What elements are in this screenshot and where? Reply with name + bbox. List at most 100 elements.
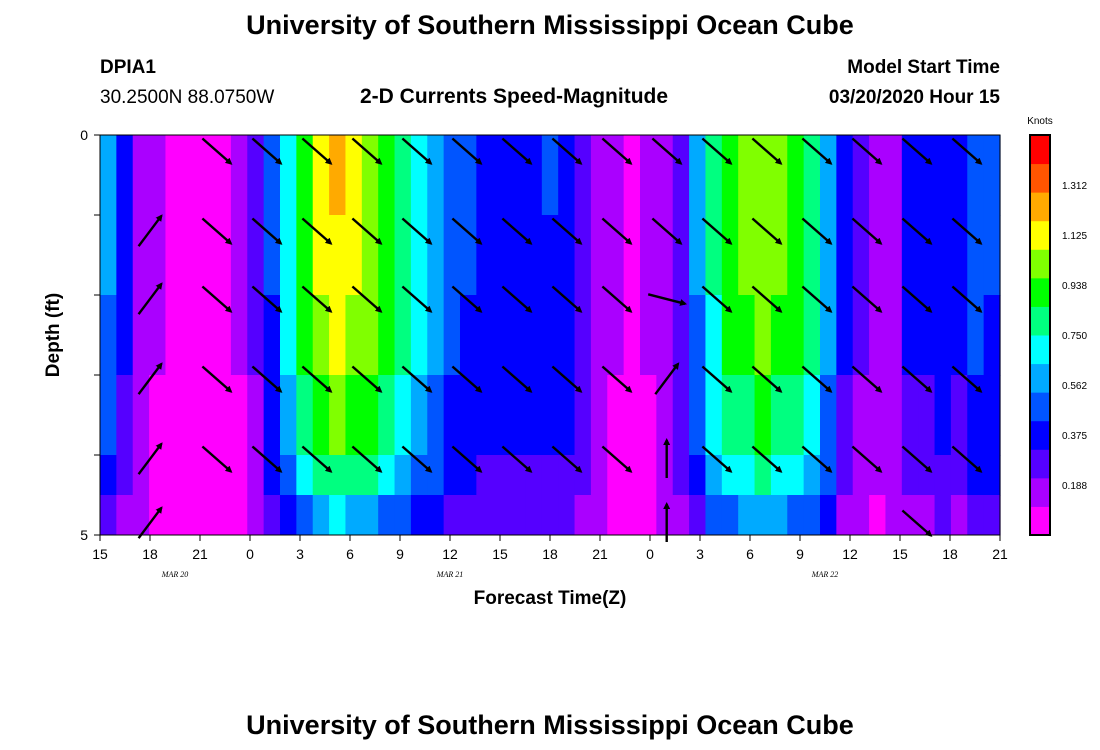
heat-cell xyxy=(918,495,936,536)
heat-cell xyxy=(492,455,510,496)
heat-cell xyxy=(361,135,379,216)
heat-cell xyxy=(803,495,821,536)
current-arrow xyxy=(201,365,233,393)
x-tick-label: 15 xyxy=(92,546,108,562)
heat-cell xyxy=(672,215,690,296)
y-tick-label: 5 xyxy=(80,527,88,543)
heat-cell xyxy=(656,495,674,536)
colorbar-segment xyxy=(1030,249,1050,279)
heat-cell xyxy=(574,455,592,496)
current-arrow xyxy=(851,365,883,393)
heat-cell xyxy=(378,215,396,296)
heat-cell xyxy=(836,215,854,296)
heat-cell xyxy=(525,295,543,376)
current-arrow xyxy=(501,217,533,245)
model-start-value: 03/20/2020 Hour 15 xyxy=(828,87,1000,108)
heat-cell xyxy=(836,135,854,216)
current-arrow xyxy=(901,217,933,245)
heat-cell xyxy=(721,295,739,376)
heat-cell xyxy=(443,495,461,536)
heat-cell xyxy=(198,495,216,536)
heat-cell xyxy=(983,295,1001,376)
heat-cell xyxy=(329,455,347,496)
heat-cell xyxy=(803,375,821,456)
heat-cell xyxy=(869,455,887,496)
current-arrow xyxy=(951,285,983,313)
heat-cell xyxy=(378,375,396,456)
heat-cell xyxy=(181,455,199,496)
heat-cell xyxy=(149,455,167,496)
colorbar-segment xyxy=(1030,449,1050,479)
current-arrow xyxy=(751,365,783,393)
heat-cell xyxy=(378,295,396,376)
heat-cell xyxy=(705,295,723,376)
colorbar-segment xyxy=(1030,477,1050,507)
heat-cell xyxy=(705,455,723,496)
heat-cell xyxy=(132,375,150,456)
current-arrow xyxy=(301,365,333,393)
heat-cell xyxy=(967,495,985,536)
colorbar-segment xyxy=(1030,277,1050,307)
current-arrow xyxy=(401,137,433,165)
heat-cell xyxy=(181,495,199,536)
heat-cell xyxy=(574,215,592,296)
current-arrow xyxy=(601,137,633,165)
heat-cell xyxy=(901,455,919,496)
heat-cell xyxy=(885,135,903,216)
heat-cell xyxy=(656,135,674,216)
colorbar-segment xyxy=(1030,163,1050,193)
heat-cell xyxy=(296,495,314,536)
heat-cell xyxy=(476,215,494,296)
current-arrow xyxy=(301,217,333,245)
heat-cell xyxy=(934,495,952,536)
heat-cell xyxy=(754,135,772,216)
heat-cell xyxy=(689,135,707,216)
footer-title: University of Southern Mississippi Ocean… xyxy=(246,710,854,740)
heat-cell xyxy=(345,135,363,216)
colorbar-segment xyxy=(1030,135,1050,165)
heat-cell xyxy=(214,455,232,496)
heat-cell xyxy=(656,375,674,456)
heat-cell xyxy=(230,295,248,376)
current-arrow xyxy=(601,445,633,473)
current-arrow xyxy=(251,365,283,393)
heat-cell xyxy=(345,455,363,496)
current-arrow xyxy=(751,445,783,473)
current-arrow xyxy=(951,445,983,473)
speed-heatmap xyxy=(100,135,1001,536)
heat-cell xyxy=(525,375,543,456)
current-arrow xyxy=(501,445,533,473)
heat-cell xyxy=(754,495,772,536)
current-arrow xyxy=(201,445,233,473)
heat-cell xyxy=(705,215,723,296)
heat-cell xyxy=(787,295,805,376)
current-arrow xyxy=(651,137,683,165)
heat-cell xyxy=(820,375,837,456)
heat-cell xyxy=(623,295,641,376)
heat-cell xyxy=(525,215,543,296)
current-arrows xyxy=(137,137,983,542)
heat-cell xyxy=(590,135,608,216)
heat-cell xyxy=(738,455,756,496)
heat-cell xyxy=(410,215,428,296)
heat-cell xyxy=(427,135,445,216)
heat-cell xyxy=(329,135,347,216)
heat-cell xyxy=(100,215,117,296)
x-tick-label: 18 xyxy=(142,546,158,562)
heat-cell xyxy=(394,135,412,216)
heat-cell xyxy=(345,375,363,456)
heat-cell xyxy=(460,295,477,376)
heat-cell xyxy=(672,135,690,216)
heat-cell xyxy=(296,295,314,376)
heat-cell xyxy=(443,135,461,216)
heat-cell xyxy=(476,455,494,496)
current-arrow xyxy=(401,217,433,245)
heat-cell xyxy=(950,135,968,216)
heat-cell xyxy=(100,455,117,496)
current-arrow xyxy=(351,445,383,473)
x-tick-label: 9 xyxy=(796,546,804,562)
axes: 15 18 21 0 3 6 9 12 15 18 21 0 3 6 9 12 15 18 21 MAR 20 MAR … xyxy=(80,127,1008,579)
heat-cell xyxy=(443,295,461,376)
heat-cell xyxy=(460,375,477,456)
heat-cell xyxy=(378,135,396,216)
